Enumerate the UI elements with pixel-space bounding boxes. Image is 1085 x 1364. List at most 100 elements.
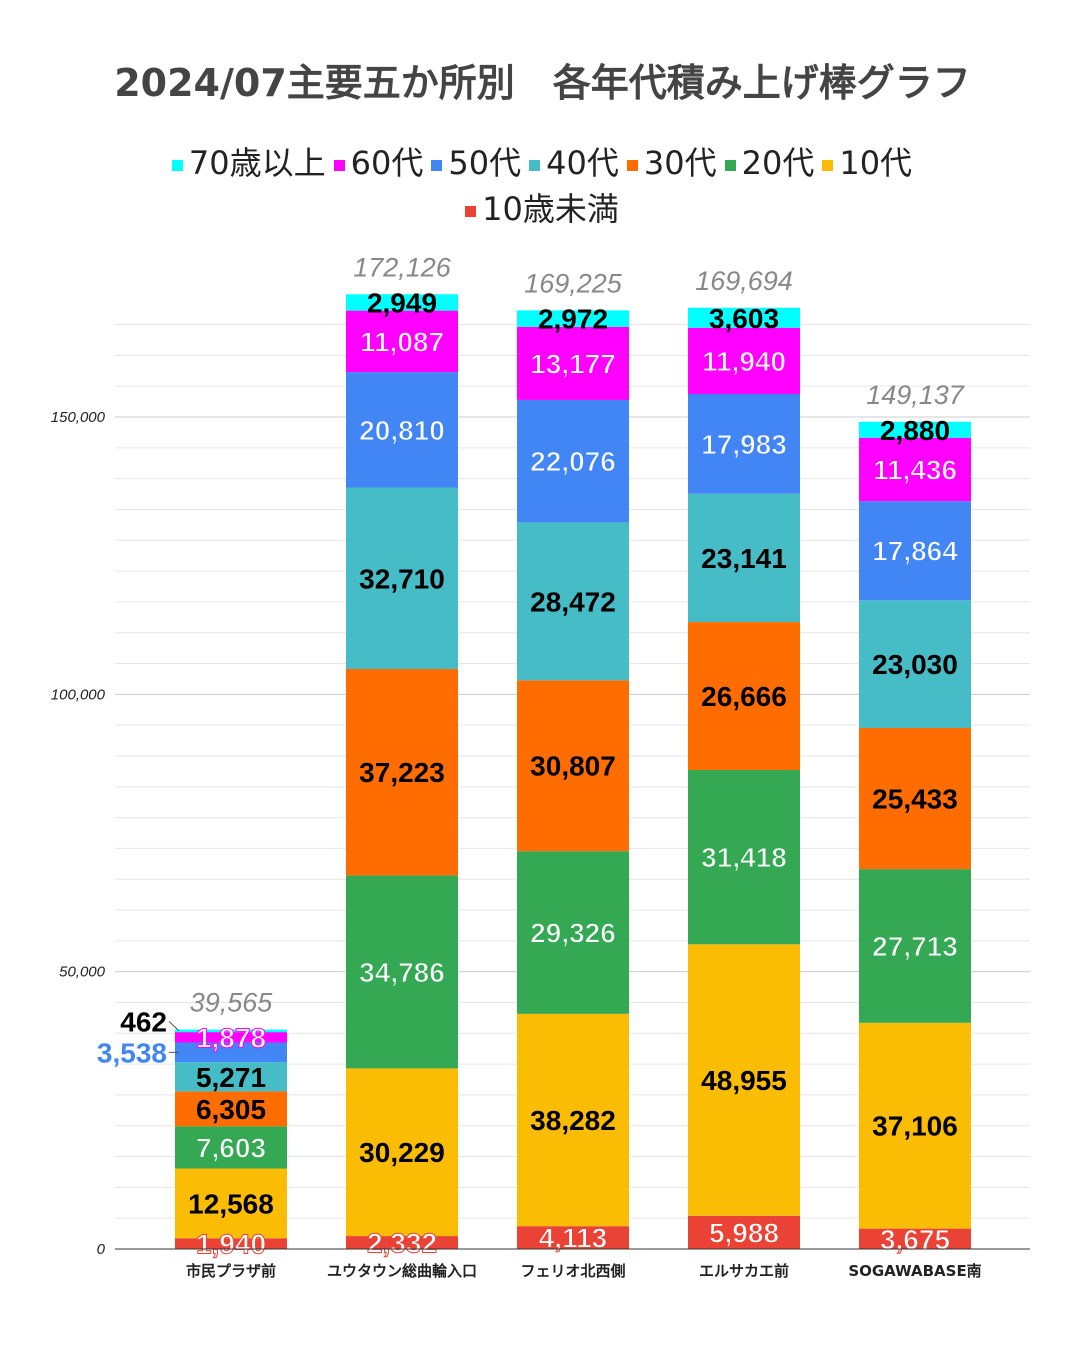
data-label: 29,326 — [530, 918, 616, 949]
data-label: 31,418 — [701, 842, 787, 873]
data-label: 11,940 — [702, 346, 786, 377]
bar-segment — [688, 1215, 800, 1249]
data-label: 3,603 — [709, 303, 779, 334]
data-label-leader — [168, 1020, 180, 1032]
bar-segment — [346, 1236, 458, 1249]
data-label: 2,880 — [880, 415, 950, 446]
data-label: 13,177 — [530, 348, 616, 379]
legend-label: 20代 — [741, 144, 815, 182]
bar-segment — [175, 1029, 287, 1033]
data-label: 3,675 — [880, 1224, 950, 1255]
legend-swatch — [822, 159, 834, 171]
bar-segment — [175, 1091, 287, 1127]
legend-label: 10歳未満 — [482, 190, 619, 228]
legend-label: 30代 — [643, 144, 717, 182]
bar-segment — [517, 1013, 629, 1227]
data-label: 34,786 — [359, 957, 445, 988]
bar-segment — [859, 869, 971, 1023]
data-label: 1,878 — [196, 1022, 266, 1053]
legend-swatch — [171, 159, 183, 171]
bar-segment — [859, 421, 971, 438]
x-tick-label: フェリオ北西側 — [520, 1262, 625, 1280]
data-label: 2,332 — [367, 1228, 437, 1259]
data-label: 1,940 — [196, 1229, 266, 1260]
bar-segment — [517, 522, 629, 681]
bar-segment — [346, 310, 458, 373]
bar-segment — [346, 372, 458, 488]
data-label: 37,106 — [872, 1111, 958, 1142]
bar-segment — [688, 769, 800, 945]
bar-segment — [859, 501, 971, 601]
bar-segment — [175, 1126, 287, 1169]
bar-segment — [517, 1226, 629, 1249]
y-tick-label: 50,000 — [59, 964, 106, 981]
data-label: 37,223 — [359, 757, 445, 788]
legend-item: 70歳以上 — [171, 140, 326, 186]
bar-segment — [688, 493, 800, 623]
legend: 70歳以上 60代 50代 40代 30代 20代 10代 10歳未満 — [12, 140, 1072, 232]
bar-segment — [175, 1042, 287, 1063]
bar-segment — [688, 622, 800, 770]
data-label: 48,955 — [701, 1065, 787, 1096]
bar-segment — [175, 1032, 287, 1043]
data-label: 28,472 — [530, 586, 616, 617]
bar-segment — [859, 437, 971, 502]
bar-segment — [859, 1228, 971, 1249]
data-label: 30,229 — [359, 1137, 445, 1168]
legend-label: 70歳以上 — [188, 144, 326, 182]
y-tick-label: 100,000 — [51, 686, 106, 703]
total-label: 169,694 — [695, 266, 793, 296]
bar-segment — [346, 875, 458, 1069]
legend-item: 50代 — [431, 140, 521, 186]
y-tick-label: 0 — [97, 1241, 106, 1258]
legend-swatch — [626, 159, 638, 171]
data-label: 23,030 — [872, 649, 958, 680]
legend-swatch — [465, 205, 477, 217]
data-label: 32,710 — [359, 563, 445, 594]
legend-swatch — [724, 159, 736, 171]
bar-segment — [346, 1068, 458, 1237]
legend-item: 20代 — [724, 140, 815, 186]
total-label: 39,565 — [190, 988, 274, 1018]
bar-segment — [859, 1022, 971, 1229]
data-label: 38,282 — [530, 1105, 616, 1136]
chart-title: 2024/07主要五か所別 各年代積み上げ棒グラフ — [114, 61, 971, 105]
legend-item: 60代 — [333, 140, 424, 186]
data-label: 22,076 — [530, 446, 616, 477]
data-label: 11,087 — [360, 326, 444, 357]
data-label: 4,113 — [539, 1223, 608, 1254]
data-label: 12,568 — [188, 1188, 274, 1219]
bar-segment — [346, 668, 458, 876]
legend-label: 60代 — [350, 144, 424, 182]
data-label: 6,305 — [196, 1094, 266, 1125]
bar-segment — [688, 307, 800, 328]
x-tick-label: 市民プラザ前 — [186, 1262, 276, 1280]
data-label: 17,983 — [701, 429, 787, 460]
bar-segment — [175, 1062, 287, 1092]
legend-item: 30代 — [626, 140, 717, 186]
total-label: 172,126 — [353, 252, 452, 282]
bar-segment — [859, 600, 971, 729]
legend-item: 40代 — [529, 140, 619, 186]
total-label: 149,137 — [866, 380, 965, 410]
bar-segment — [517, 399, 629, 523]
legend-label: 50代 — [448, 144, 522, 182]
data-label: 17,864 — [872, 536, 958, 567]
bar-segment — [346, 487, 458, 669]
bar-segment — [688, 327, 800, 394]
legend-swatch — [431, 159, 443, 171]
legend-swatch — [333, 159, 345, 171]
y-tick-label: 150,000 — [51, 409, 106, 426]
data-label: 462 — [120, 1006, 167, 1037]
bar-segment — [346, 294, 458, 311]
bar-segment — [688, 944, 800, 1216]
legend-swatch — [529, 159, 541, 171]
bar-segment — [175, 1238, 287, 1249]
data-label: 20,810 — [359, 415, 445, 446]
bar-segment — [859, 728, 971, 870]
data-label: 2,972 — [538, 304, 608, 335]
bar-segment — [517, 680, 629, 852]
data-label: 2,949 — [367, 287, 437, 318]
data-label: 7,603 — [196, 1132, 266, 1163]
